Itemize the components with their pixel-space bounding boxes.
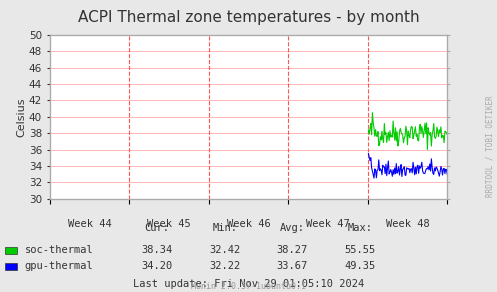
Text: Max:: Max: (347, 223, 372, 233)
Text: Week 44: Week 44 (68, 219, 111, 229)
Text: 34.20: 34.20 (142, 261, 172, 271)
Text: Avg:: Avg: (280, 223, 305, 233)
Text: gpu-thermal: gpu-thermal (25, 261, 93, 271)
Text: Week 46: Week 46 (227, 219, 270, 229)
Text: 55.55: 55.55 (344, 245, 375, 255)
Text: soc-thermal: soc-thermal (25, 245, 93, 255)
Text: 32.42: 32.42 (209, 245, 240, 255)
Text: RRDTOOL / TOBI OETIKER: RRDTOOL / TOBI OETIKER (486, 95, 495, 197)
Text: ACPI Thermal zone temperatures - by month: ACPI Thermal zone temperatures - by mont… (78, 10, 419, 25)
Text: Week 45: Week 45 (147, 219, 191, 229)
Text: 33.67: 33.67 (277, 261, 308, 271)
Text: Min:: Min: (212, 223, 237, 233)
Text: 49.35: 49.35 (344, 261, 375, 271)
Text: 38.34: 38.34 (142, 245, 172, 255)
Text: Cur:: Cur: (145, 223, 169, 233)
Text: Week 48: Week 48 (386, 219, 429, 229)
Text: 32.22: 32.22 (209, 261, 240, 271)
Text: Week 47: Week 47 (306, 219, 350, 229)
Text: 38.27: 38.27 (277, 245, 308, 255)
Y-axis label: Celsius: Celsius (16, 97, 26, 137)
Text: Last update: Fri Nov 29 01:05:10 2024: Last update: Fri Nov 29 01:05:10 2024 (133, 279, 364, 289)
Text: Munin 2.0.37-1ubuntu0.1: Munin 2.0.37-1ubuntu0.1 (191, 281, 306, 291)
